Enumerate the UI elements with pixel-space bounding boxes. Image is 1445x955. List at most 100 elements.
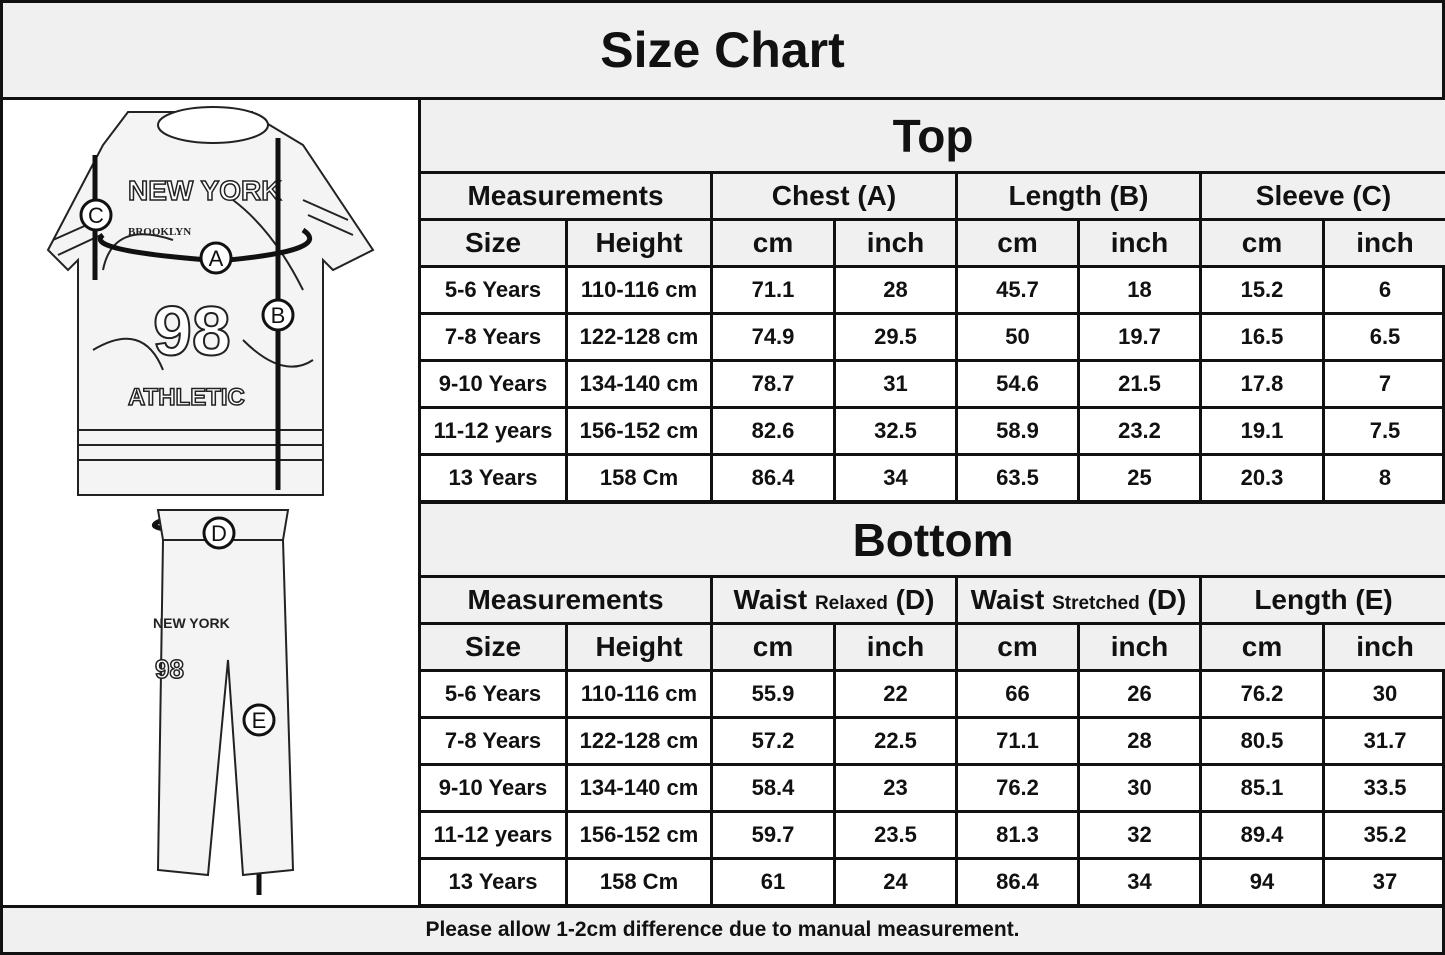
table-cell: 13 Years <box>418 453 568 503</box>
label-d: D <box>211 521 227 546</box>
table-cell: 85.1 <box>1199 763 1325 813</box>
table-cell: 58.9 <box>955 406 1080 456</box>
subheader-cell: Height <box>565 218 713 268</box>
table-cell: 25 <box>1077 453 1202 503</box>
table-cell: 66 <box>955 669 1080 719</box>
table-cell: 33.5 <box>1321 763 1445 813</box>
shirt-text-brooklyn: BROOKLYN <box>128 226 191 238</box>
table-cell: 20.3 <box>1199 453 1325 503</box>
subheader-cell: cm <box>955 218 1080 268</box>
subheader-cell: inch <box>1077 622 1202 672</box>
subheader-cell: cm <box>1199 218 1325 268</box>
table-cell: 63.5 <box>955 453 1080 503</box>
table-cell: 35.2 <box>1321 810 1445 860</box>
table-cell: 81.3 <box>955 810 1080 860</box>
table-cell: 18 <box>1077 265 1202 315</box>
garment-diagram: NEW YORK BROOKLYN 98 ATHLETIC NEW YORK 9… <box>46 106 375 895</box>
table-cell: 23 <box>833 763 958 813</box>
table-cell: 59.7 <box>710 810 836 860</box>
header-measurements: Measurements <box>418 575 713 625</box>
table-cell: 26 <box>1077 669 1202 719</box>
table-cell: 19.1 <box>1199 406 1325 456</box>
bottom-size-table: Bottom Measurements Waist Relaxed (D) Wa… <box>417 501 1445 907</box>
table-cell: 31 <box>833 359 958 409</box>
subheader-cell: cm <box>710 218 836 268</box>
header-qualifier: Relaxed <box>814 593 888 614</box>
subheader-cell: inch <box>1077 218 1202 268</box>
table-cell: 32 <box>1077 810 1202 860</box>
table-cell: 28 <box>833 265 958 315</box>
table-row: 13 Years 158 Cm 86.4 34 63.5 25 20.3 8 <box>418 453 1445 503</box>
table-cell: 30 <box>1321 669 1445 719</box>
table-cell: 21.5 <box>1077 359 1202 409</box>
subheader-cell: cm <box>955 622 1080 672</box>
pants-text-98: 98 <box>155 654 184 684</box>
header-length-e: Length (E) <box>1198 575 1445 625</box>
table-cell: 30 <box>1077 763 1202 813</box>
table-cell: 71.1 <box>955 716 1080 766</box>
bottom-rows: 5-6 Years 110-116 cm 55.9 22 66 26 76.2 30 7-8 Y… <box>418 669 1445 907</box>
table-cell: 6.5 <box>1321 312 1445 362</box>
table-cell: 86.4 <box>710 453 836 503</box>
table-cell: 34 <box>833 453 958 503</box>
table-row: 7-8 Years 122-128 cm 57.2 22.5 71.1 28 80.5 31.… <box>418 716 1445 766</box>
table-cell: 5-6 Years <box>418 265 568 315</box>
table-cell: 76.2 <box>955 763 1080 813</box>
table-cell: 54.6 <box>955 359 1080 409</box>
table-cell: 15.2 <box>1199 265 1325 315</box>
table-cell: 110-116 cm <box>565 265 713 315</box>
table-cell: 9-10 Years <box>418 763 568 813</box>
table-cell: 89.4 <box>1199 810 1325 860</box>
header-measurements: Measurements <box>418 171 713 221</box>
table-cell: 50 <box>955 312 1080 362</box>
table-cell: 22 <box>833 669 958 719</box>
table-row: 11-12 years 156-152 cm 82.6 32.5 58.9 23.2 19.… <box>418 406 1445 456</box>
table-cell: 23.2 <box>1077 406 1202 456</box>
header-qualifier: Stretched <box>1052 593 1140 614</box>
table-row: 9-10 Years 134-140 cm 78.7 31 54.6 21.5 17.8 7 <box>418 359 1445 409</box>
table-cell: 158 Cm <box>565 453 713 503</box>
section-title-bottom: Bottom <box>417 501 1445 578</box>
subheader-cell: inch <box>833 622 958 672</box>
top-size-table: Top Measurements Chest (A) Length (B) Sl… <box>417 97 1445 503</box>
table-row: 7-8 Years 122-128 cm 74.9 29.5 50 19.7 16.5 6.5 <box>418 312 1445 362</box>
tshirt-drawing <box>46 106 375 496</box>
table-row: 11-12 years 156-152 cm 59.7 23.5 81.3 32 89.4 3… <box>418 810 1445 860</box>
table-cell: 5-6 Years <box>418 669 568 719</box>
table-cell: 86.4 <box>955 857 1080 907</box>
header-sleeve: Sleeve (C) <box>1198 171 1445 221</box>
table-cell: 94 <box>1199 857 1325 907</box>
table-cell: 16.5 <box>1199 312 1325 362</box>
header-chest: Chest (A) <box>710 171 958 221</box>
table-cell: 134-140 cm <box>565 763 713 813</box>
table-cell: 156-152 cm <box>565 406 713 456</box>
table-cell: 9-10 Years <box>418 359 568 409</box>
shirt-text-athletic: ATHLETIC <box>128 384 245 411</box>
table-cell: 82.6 <box>710 406 836 456</box>
table-cell: 156-152 cm <box>565 810 713 860</box>
subheader-cell: Size <box>418 622 568 672</box>
table-cell: 78.7 <box>710 359 836 409</box>
header-waist-stretched: Waist Stretched (D) <box>955 575 1202 625</box>
table-cell: 55.9 <box>710 669 836 719</box>
table-cell: 8 <box>1321 453 1445 503</box>
table-cell: 122-128 cm <box>565 312 713 362</box>
table-row: 13 Years 158 Cm 61 24 86.4 34 94 37 <box>418 857 1445 907</box>
table-cell: 134-140 cm <box>565 359 713 409</box>
label-a: A <box>209 246 224 271</box>
garment-illustration: NEW YORK BROOKLYN 98 ATHLETIC NEW YORK 9… <box>0 97 421 908</box>
bottom-subheader-row: Size Height cm inch cm inch cm inch <box>418 622 1445 672</box>
table-cell: 158 Cm <box>565 857 713 907</box>
table-row: 9-10 Years 134-140 cm 58.4 23 76.2 30 85.1 33.5 <box>418 763 1445 813</box>
table-cell: 11-12 years <box>418 810 568 860</box>
section-title-top: Top <box>417 97 1445 174</box>
table-cell: 37 <box>1321 857 1445 907</box>
table-cell: 7.5 <box>1321 406 1445 456</box>
table-cell: 13 Years <box>418 857 568 907</box>
table-cell: 76.2 <box>1199 669 1325 719</box>
table-cell: 61 <box>710 857 836 907</box>
table-cell: 29.5 <box>833 312 958 362</box>
table-cell: 80.5 <box>1199 716 1325 766</box>
footer-note: Please allow 1-2cm difference due to man… <box>0 905 1445 955</box>
subheader-cell: inch <box>833 218 958 268</box>
